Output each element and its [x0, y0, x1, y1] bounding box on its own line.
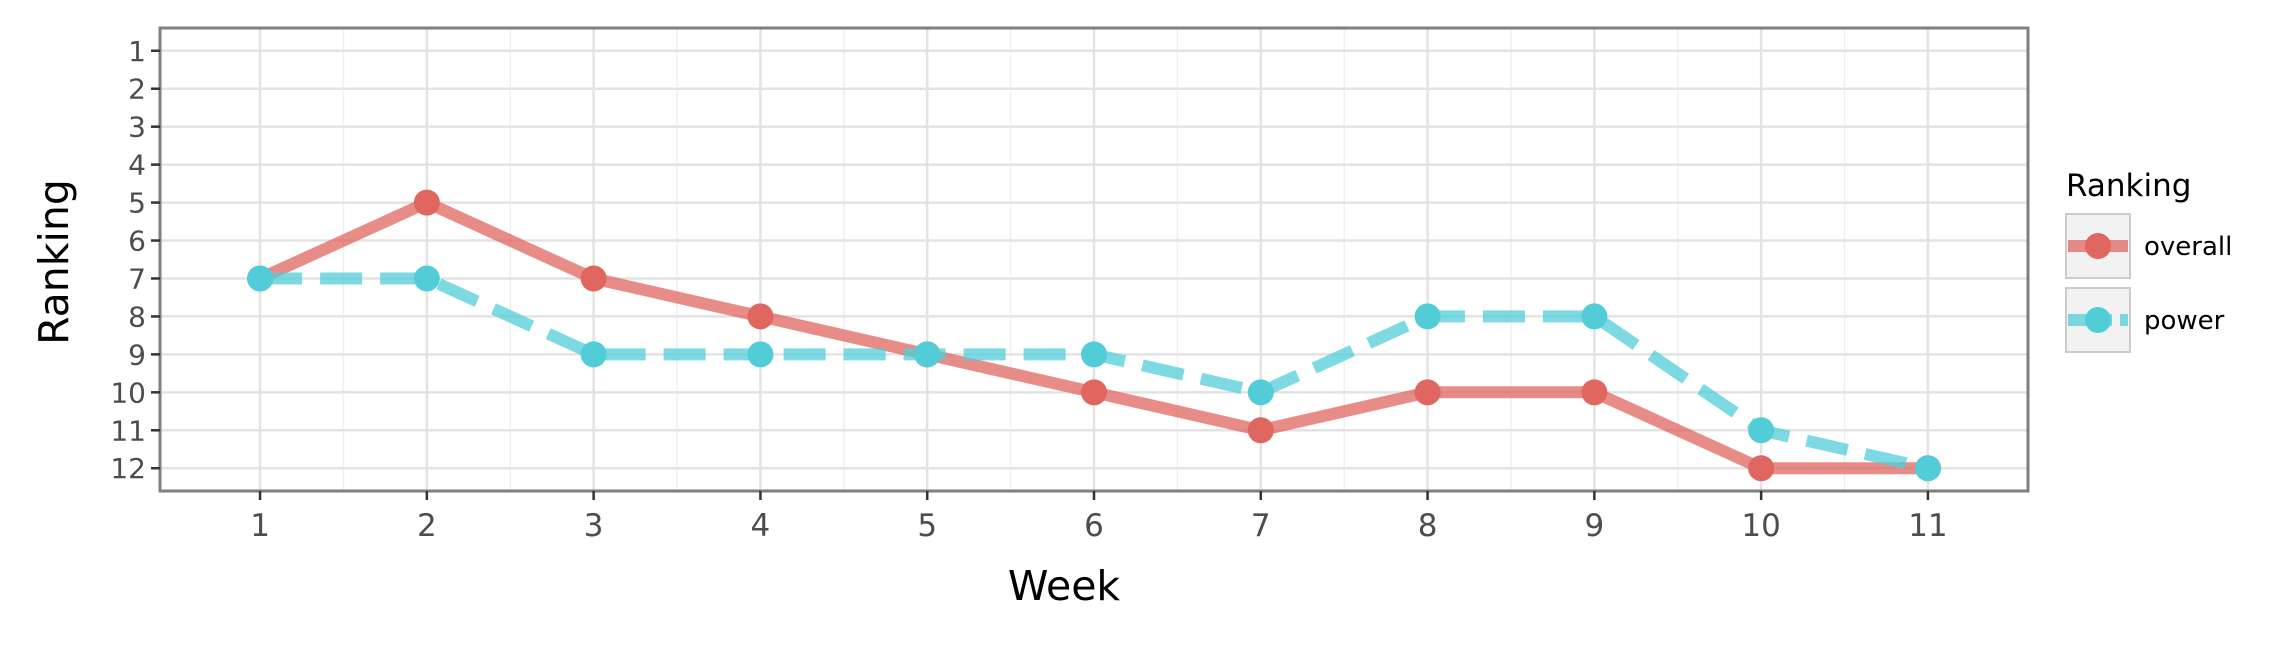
y-tick-label: 1 — [128, 35, 146, 68]
data-point-power — [1247, 379, 1274, 406]
series-layer — [247, 189, 1941, 482]
y-tick-label: 10 — [110, 376, 146, 409]
data-point-overall — [1748, 455, 1775, 482]
data-point-overall — [1414, 379, 1441, 406]
x-tick-label: 3 — [584, 508, 604, 544]
data-point-overall — [747, 303, 774, 330]
y-tick-label: 11 — [110, 414, 146, 447]
y-tick-label: 5 — [128, 187, 146, 220]
legend-title: Ranking — [2066, 168, 2191, 204]
x-tick-label: 2 — [417, 508, 437, 544]
y-tick-label: 2 — [128, 73, 146, 106]
x-tick-label: 6 — [1084, 508, 1104, 544]
x-tick-label: 7 — [1251, 508, 1271, 544]
data-point-power — [413, 265, 440, 292]
data-point-power — [1914, 455, 1941, 482]
data-point-overall — [1081, 379, 1107, 406]
data-point-power — [1414, 303, 1441, 330]
data-point-power — [1081, 341, 1107, 368]
x-tick-label: 8 — [1418, 508, 1438, 544]
data-point-overall — [580, 265, 607, 292]
grid — [160, 28, 2028, 491]
y-tick-label: 6 — [128, 225, 146, 258]
legend: Ranking overall power — [2065, 168, 2232, 353]
data-point-power — [247, 265, 274, 292]
x-tick-label: 5 — [917, 508, 937, 544]
data-point-power — [580, 341, 607, 368]
legend-point-overall — [2085, 233, 2111, 259]
x-tick-label: 1 — [250, 508, 270, 544]
data-point-overall — [413, 189, 440, 216]
x-tick-label: 4 — [751, 508, 771, 544]
data-point-power — [1748, 417, 1775, 444]
y-tick-label: 8 — [128, 300, 146, 333]
data-point-power — [914, 341, 941, 368]
x-tick-label: 10 — [1741, 508, 1780, 544]
x-axis-title: Week — [1008, 562, 1121, 610]
x-tick-label: 11 — [1908, 508, 1947, 544]
x-tick-label: 9 — [1584, 508, 1604, 544]
y-tick-label: 12 — [110, 452, 146, 485]
y-tick-label: 4 — [128, 149, 146, 182]
x-axis: 1 2 3 4 5 6 7 8 9 10 11 — [250, 491, 1948, 544]
legend-point-power — [2085, 307, 2111, 333]
legend-label-overall: overall — [2144, 232, 2232, 262]
legend-label-power: power — [2144, 306, 2225, 336]
data-point-overall — [1581, 379, 1608, 406]
data-point-overall — [1247, 417, 1274, 444]
y-tick-label: 9 — [128, 338, 146, 371]
y-tick-label: 3 — [128, 111, 146, 144]
data-point-power — [1581, 303, 1608, 330]
y-axis-title: Ranking — [30, 179, 78, 345]
y-tick-label: 7 — [128, 262, 146, 295]
data-point-power — [747, 341, 774, 368]
